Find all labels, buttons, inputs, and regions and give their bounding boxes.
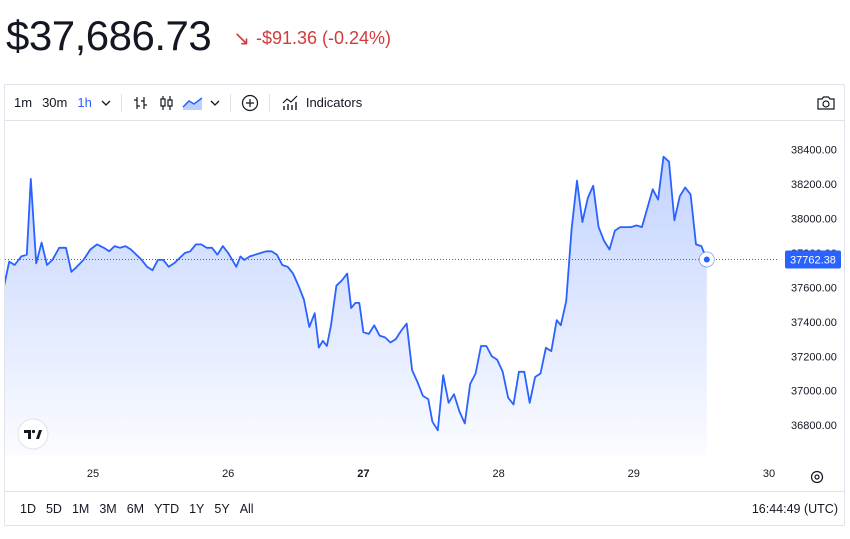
- current-price: $37,686.73: [6, 12, 212, 59]
- toolbar-divider: [120, 93, 122, 112]
- interval-30m-button[interactable]: 30m: [42, 95, 68, 110]
- y-axis-tick-label: 38400.00: [791, 145, 837, 157]
- indicators-icon: [282, 95, 298, 110]
- x-axis-tick-label: 30: [763, 468, 775, 480]
- arrow-down-right-icon: ↘: [233, 27, 250, 50]
- indicators-label: Indicators: [305, 95, 363, 110]
- range-5y-button[interactable]: 5Y: [214, 501, 230, 516]
- range-1y-button[interactable]: 1Y: [189, 501, 205, 516]
- x-axis-tick-label: 27: [357, 468, 369, 480]
- y-axis-tick-label: 36800.00: [791, 420, 837, 432]
- area-chart-type-icon[interactable]: [180, 85, 206, 121]
- price-area-fill: [5, 156, 707, 455]
- compare-plus-icon[interactable]: [237, 85, 263, 121]
- chart-panel: 1m 30m 1h Indicators 36800.00: [4, 84, 845, 526]
- x-axis-tick-label: 25: [87, 468, 99, 480]
- last-price-label: 37762.38: [790, 254, 836, 266]
- range-ytd-button[interactable]: YTD: [154, 501, 180, 516]
- toolbar-divider: [229, 93, 231, 112]
- interval-dropdown-chevron-icon[interactable]: [97, 85, 115, 121]
- toolbar-divider: [268, 93, 270, 112]
- y-axis-tick-label: 38200.00: [791, 179, 837, 191]
- range-5d-button[interactable]: 5D: [45, 501, 62, 516]
- y-axis-tick-label: 37600.00: [791, 282, 837, 294]
- price-chart[interactable]: 36800.00 37000.00 37200.00 37400.00 37600.00…: [5, 121, 844, 491]
- price-change-value: -$91.36 (-0.24%): [255, 27, 392, 48]
- axis-settings-icon[interactable]: [810, 470, 824, 484]
- bar-chart-type-icon[interactable]: [128, 85, 154, 121]
- y-axis-tick-label: 37400.00: [791, 317, 837, 329]
- range-1d-button[interactable]: 1D: [20, 501, 36, 516]
- range-bar: 1D 5D 1M 3M 6M YTD 1Y 5Y All 16:44:49 (U…: [5, 491, 844, 525]
- chart-type-dropdown-chevron-icon[interactable]: [206, 85, 224, 121]
- range-1m-button[interactable]: 1M: [71, 501, 90, 516]
- tradingview-logo-icon[interactable]: [17, 418, 49, 450]
- y-axis-tick-label: 37000.00: [791, 386, 837, 398]
- x-axis-tick-label: 29: [628, 468, 640, 480]
- y-axis-tick-label: 38000.00: [791, 214, 837, 226]
- price-change: ↘ -$91.36 (-0.24%): [233, 26, 391, 51]
- last-price-badge: [785, 250, 841, 269]
- range-3m-button[interactable]: 3M: [99, 501, 117, 516]
- candles-chart-type-icon[interactable]: [154, 85, 180, 121]
- range-all-button[interactable]: All: [239, 501, 254, 516]
- price-line: [5, 155, 708, 432]
- y-axis-tick-label: 37200.00: [791, 351, 837, 363]
- utc-clock[interactable]: 16:44:49 (UTC): [751, 501, 838, 516]
- x-axis-tick-label: 26: [222, 468, 234, 480]
- chart-toolbar: 1m 30m 1h Indicators: [5, 85, 844, 121]
- last-point-marker: [703, 256, 710, 263]
- camera-icon[interactable]: [816, 85, 836, 121]
- indicators-button[interactable]: Indicators: [276, 85, 368, 121]
- range-6m-button[interactable]: 6M: [126, 501, 145, 516]
- interval-1m-button[interactable]: 1m: [14, 95, 33, 110]
- price-header: $37,686.73 ↘ -$91.36 (-0.24%): [6, 6, 391, 66]
- x-axis-tick-label: 28: [492, 468, 504, 480]
- interval-1h-button[interactable]: 1h: [77, 95, 92, 110]
